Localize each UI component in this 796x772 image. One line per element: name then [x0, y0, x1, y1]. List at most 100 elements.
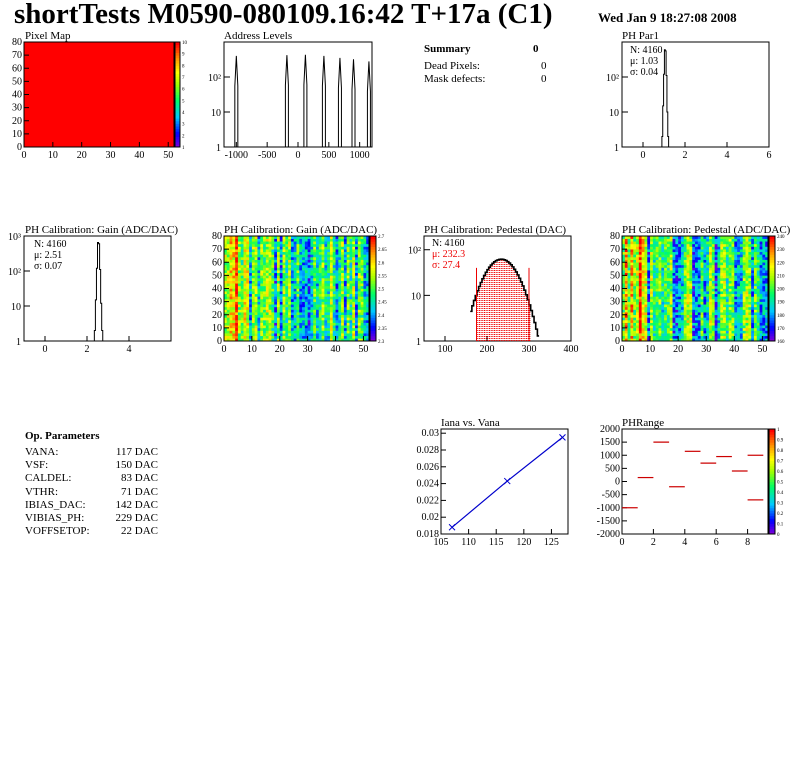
map-cell [310, 254, 314, 258]
map-cell [276, 246, 281, 250]
map-cell [622, 306, 626, 310]
map-cell [318, 304, 322, 308]
map-cell [669, 283, 673, 287]
map-cell [246, 264, 250, 268]
map-cell [363, 270, 367, 274]
map-cell [723, 299, 727, 302]
map-cell [717, 275, 721, 279]
map-cell [276, 241, 281, 245]
map-cell [624, 288, 628, 292]
map-cell [240, 330, 244, 334]
map-cell [627, 314, 631, 318]
map-cell [360, 288, 364, 292]
map-cell [725, 278, 729, 281]
map-cell [664, 322, 668, 326]
iana-point [503, 477, 511, 485]
map-cell [641, 314, 645, 318]
map-cell [745, 333, 749, 337]
map-cell [285, 333, 289, 337]
map-cell [271, 288, 275, 292]
map-cell [689, 285, 693, 289]
colorbar-cell [769, 243, 775, 247]
map-cell [748, 306, 752, 310]
map-cell [655, 312, 659, 316]
map-cell [271, 296, 275, 300]
map-cell [254, 259, 258, 263]
map-cell [355, 296, 359, 300]
map-cell [260, 314, 264, 318]
map-cell [731, 330, 735, 334]
map-cell [739, 243, 744, 247]
map-cell [672, 325, 676, 329]
map-cell [650, 288, 654, 292]
map-cell [224, 335, 228, 339]
y-tick-label: 70 [610, 244, 620, 255]
map-cell [689, 262, 693, 266]
map-cell [246, 267, 250, 271]
map-cell [232, 335, 236, 339]
map-cell [304, 259, 308, 263]
map-cell [717, 317, 721, 321]
map-cell [360, 317, 364, 321]
map-cell [762, 335, 766, 339]
map-cell [332, 296, 336, 300]
map-cell [313, 236, 317, 239]
map-cell [666, 241, 671, 245]
map-cell [265, 278, 269, 281]
map-cell [641, 241, 645, 245]
map-cell [251, 325, 255, 329]
map-cell [678, 238, 682, 242]
colorbar-cell [370, 249, 376, 253]
map-cell [711, 285, 715, 289]
map-cell [686, 267, 690, 271]
map-cell [285, 275, 289, 279]
map-cell [751, 275, 755, 279]
map-cell [249, 325, 253, 329]
map-cell [652, 243, 656, 247]
map-cell [282, 309, 286, 313]
map-cell [636, 288, 640, 292]
map-cell [714, 327, 718, 331]
map-cell [232, 309, 236, 313]
map-cell [268, 278, 272, 281]
map-cell [759, 280, 763, 284]
map-cell [636, 267, 640, 271]
map-cell [293, 262, 297, 266]
map-cell [254, 238, 258, 242]
y-tick-label: 60 [212, 257, 222, 268]
map-cell [748, 322, 752, 326]
y-tick-label: 40 [212, 284, 222, 295]
map-cell [751, 272, 755, 276]
map-cell [327, 246, 331, 250]
map-cell [652, 325, 656, 329]
map-cell [683, 314, 687, 318]
map-cell [762, 330, 766, 334]
map-cell [689, 280, 693, 284]
map-cell [355, 335, 359, 339]
map-cell [302, 322, 306, 326]
map-cell [669, 293, 673, 297]
map-cell [329, 330, 334, 334]
map-cell [638, 238, 642, 242]
map-cell [332, 320, 336, 323]
x-tick-label: 4 [682, 537, 687, 548]
map-cell [237, 291, 242, 295]
map-cell [260, 278, 264, 281]
map-cell [274, 254, 278, 258]
colorbar-cell [769, 528, 775, 532]
map-cell [717, 325, 721, 329]
map-cell [678, 241, 682, 245]
map-cell [366, 280, 370, 284]
map-cell [765, 296, 769, 300]
map-cell [355, 299, 359, 302]
map-cell [235, 278, 239, 281]
colorbar-cell [769, 299, 775, 303]
map-cell [703, 259, 707, 263]
map-cell [296, 272, 300, 276]
map-cell [641, 254, 645, 258]
map-cell [357, 291, 361, 295]
map-cell [714, 304, 718, 308]
map-cell [680, 291, 685, 295]
map-cell [327, 283, 331, 287]
map-cell [630, 254, 634, 258]
